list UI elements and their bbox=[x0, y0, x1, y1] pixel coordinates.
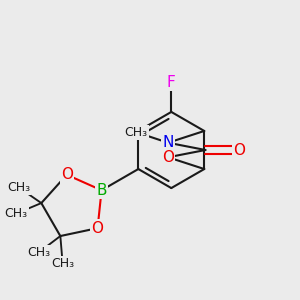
Text: F: F bbox=[167, 75, 176, 90]
Text: CH₃: CH₃ bbox=[7, 181, 30, 194]
Text: N: N bbox=[162, 135, 174, 150]
Text: CH₃: CH₃ bbox=[51, 257, 74, 270]
Text: O: O bbox=[233, 142, 245, 158]
Text: O: O bbox=[92, 220, 104, 236]
Text: CH₃: CH₃ bbox=[27, 246, 50, 259]
Text: B: B bbox=[96, 183, 107, 198]
Text: O: O bbox=[162, 150, 174, 165]
Text: CH₃: CH₃ bbox=[124, 126, 148, 139]
Text: O: O bbox=[61, 167, 73, 182]
Text: CH₃: CH₃ bbox=[4, 207, 28, 220]
